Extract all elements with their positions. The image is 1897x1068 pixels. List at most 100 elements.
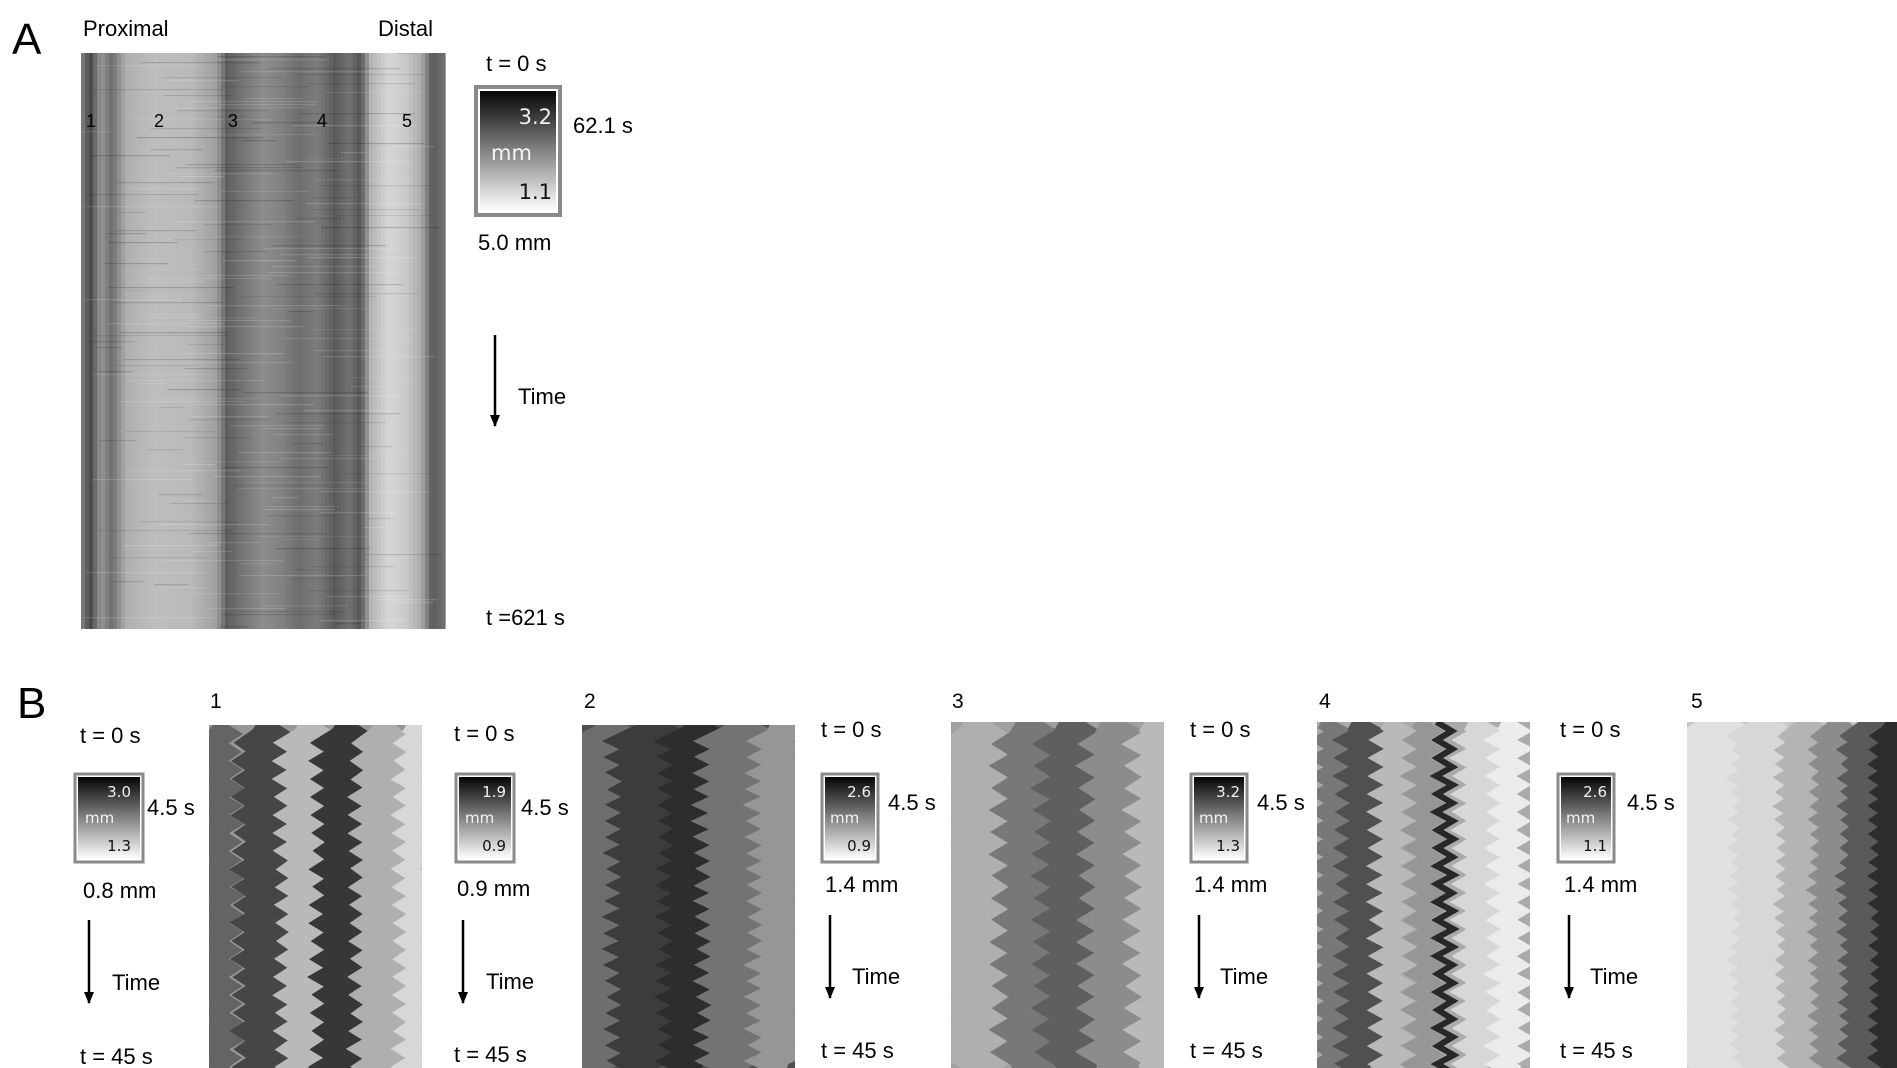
kymograph-overview-band: [137, 53, 142, 629]
kymograph-overview-band: [173, 53, 178, 629]
kymograph-overview-band: [197, 53, 202, 629]
kymograph-overview-streak: [314, 329, 422, 331]
panel-a-time-start: t = 0 s: [486, 51, 547, 76]
kymograph-overview-streak: [145, 278, 271, 280]
kymograph-overview-streak: [175, 221, 316, 223]
kymograph-overview-band: [181, 53, 186, 629]
kymograph-overview-band: [129, 53, 134, 629]
kymograph-overview-streak: [245, 482, 368, 484]
kymograph-trace: [345, 725, 413, 1068]
subpanel-1-time-scale: 4.5 s: [147, 795, 195, 820]
kymograph-overview-streak: [275, 284, 403, 286]
subpanel-4-scale-min: 1.3: [1216, 837, 1240, 855]
kymograph-overview-streak: [175, 167, 302, 169]
kymograph-overview-streak: [296, 218, 342, 220]
kymograph-overview-streak: [206, 542, 261, 544]
kymograph-overview-streak: [180, 176, 225, 178]
region-number-5: 5: [402, 111, 412, 131]
kymograph-overview-streak: [90, 155, 171, 157]
kymograph-trace: [951, 722, 1013, 1068]
kymograph-overview-streak: [299, 113, 415, 115]
kymograph-overview-band: [109, 53, 114, 629]
kymograph-overview-streak: [218, 626, 250, 628]
kymograph-overview-streak: [181, 353, 286, 355]
kymograph-overview-bands: [81, 53, 446, 629]
kymograph-overview-streak: [192, 551, 232, 553]
kymograph-overview-streak: [91, 374, 216, 376]
kymograph-trace: [228, 725, 296, 1068]
kymograph-overview-streak: [288, 311, 315, 313]
kymograph-overview-streak: [169, 503, 228, 505]
kymograph-overview-streak: [240, 611, 344, 613]
kymograph-trace: [1834, 722, 1897, 1068]
kymograph-overview-streak: [266, 515, 336, 517]
kymograph-overview-band: [133, 53, 138, 629]
kymograph-overview-band: [153, 53, 158, 629]
kymograph-overview-streak: [222, 260, 296, 262]
kymograph-overview-streak: [268, 272, 399, 274]
kymograph-overview-band: [241, 53, 246, 629]
kymograph-overview-band: [317, 53, 322, 629]
kymograph-overview-streak: [106, 233, 147, 235]
kymograph-overview-streak: [335, 623, 363, 625]
subpanel-1-scale-min: 1.3: [107, 837, 131, 855]
kymograph-overview-streak: [328, 455, 408, 457]
kymograph-overview-band: [325, 53, 330, 629]
kymograph-overview-band: [281, 53, 286, 629]
kymograph-trace: [582, 725, 647, 1068]
subpanel-1-number: 1: [210, 690, 222, 713]
subpanel-1-time-end: t = 45 s: [80, 1044, 153, 1068]
subpanel-1-distance-scale: 0.8 mm: [83, 878, 156, 903]
panel-a-scale-min: 1.1: [519, 180, 552, 204]
subpanel-2-scale-min: 0.9: [482, 837, 506, 855]
kymograph-trace: [1365, 722, 1418, 1068]
kymograph-overview-streak: [272, 245, 386, 247]
kymograph-overview-streak: [221, 467, 329, 469]
kymograph-overview-band: [177, 53, 182, 629]
kymograph-overview-streak: [184, 437, 251, 439]
kymograph-overview-streak: [327, 143, 425, 145]
subpanel-4-scale-unit: mm: [1199, 809, 1228, 827]
subpanel-4-number: 4: [1319, 690, 1331, 713]
kymograph-overview-streak: [241, 71, 373, 73]
kymograph-overview-band: [285, 53, 290, 629]
kymograph-overview-band: [205, 53, 210, 629]
kymograph-overview-streak: [273, 434, 334, 436]
kymograph-overview-band: [385, 53, 390, 629]
kymograph-overview-band: [257, 53, 262, 629]
kymograph-overview-streak: [305, 203, 425, 205]
distal-label: Distal: [378, 16, 433, 41]
kymograph-overview-band: [361, 53, 366, 629]
kymograph-overview-streak: [92, 479, 195, 481]
subpanel-3-color-scale: 2.6 mm 0.9: [820, 772, 880, 864]
subpanel-5-distance-scale: 1.4 mm: [1564, 872, 1637, 897]
kymograph-overview-streak: [155, 398, 259, 400]
kymograph-overview-streak: [86, 572, 206, 574]
kymograph-overview-streak: [304, 410, 394, 412]
kymograph-overview-streak: [167, 389, 243, 391]
kymograph-overview-streak: [311, 209, 419, 211]
kymograph-traces: [209, 725, 422, 1068]
kymograph-overview-streak: [237, 488, 362, 490]
subpanel-2-number: 2: [584, 690, 596, 713]
kymograph-overview-streak: [273, 497, 299, 499]
kymograph-overview-streak: [159, 407, 185, 409]
kymograph-overview-streak: [95, 347, 123, 349]
kymograph-overview-streak: [173, 239, 244, 241]
kymograph-overview-streak: [158, 587, 208, 589]
kymograph-overview-streak: [126, 290, 147, 292]
subpanel-3-distance-scale: 1.4 mm: [825, 872, 898, 897]
subpanel-4-kymograph: [1317, 722, 1530, 1068]
subpanel-2-scale-unit: mm: [465, 809, 494, 827]
kymograph-overview-streak: [115, 230, 197, 232]
kymograph-overview-band: [305, 53, 310, 629]
kymograph-overview-band: [393, 53, 398, 629]
kymograph-overview-streak: [161, 77, 283, 79]
subpanel-2-kymograph: [582, 725, 795, 1068]
subpanel-1: 1 t = 0 s 3.0 mm 1.3 4.5 s 0.8 mm Time t…: [73, 690, 422, 1068]
kymograph-overview-streak: [129, 188, 203, 190]
kymograph-overview-streak: [397, 53, 418, 55]
kymograph-overview-band: [209, 53, 214, 629]
kymograph-overview-streak: [107, 242, 178, 244]
subpanel-2: 2 t = 0 s 1.9 mm 0.9 4.5 s 0.9 mm Time t…: [454, 690, 795, 1068]
